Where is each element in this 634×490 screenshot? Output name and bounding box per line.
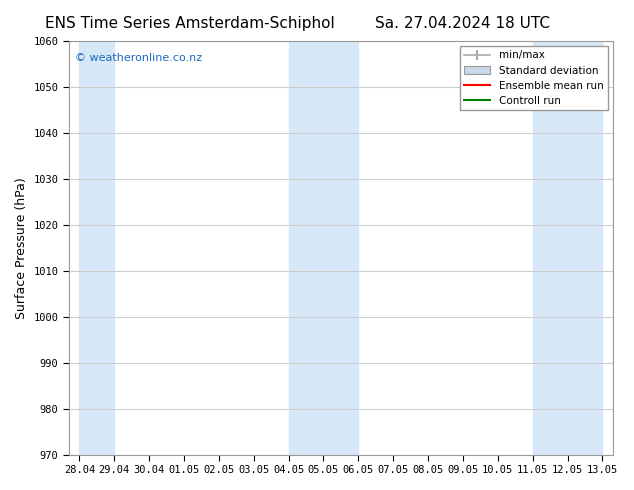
Legend: min/max, Standard deviation, Ensemble mean run, Controll run: min/max, Standard deviation, Ensemble me… xyxy=(460,46,607,110)
Bar xyxy=(79,41,114,455)
Text: © weatheronline.co.nz: © weatheronline.co.nz xyxy=(75,53,203,64)
Text: Sa. 27.04.2024 18 UTC: Sa. 27.04.2024 18 UTC xyxy=(375,16,550,31)
Bar xyxy=(288,41,358,455)
Y-axis label: Surface Pressure (hPa): Surface Pressure (hPa) xyxy=(15,177,28,318)
Text: ENS Time Series Amsterdam-Schiphol: ENS Time Series Amsterdam-Schiphol xyxy=(45,16,335,31)
Bar xyxy=(533,41,602,455)
